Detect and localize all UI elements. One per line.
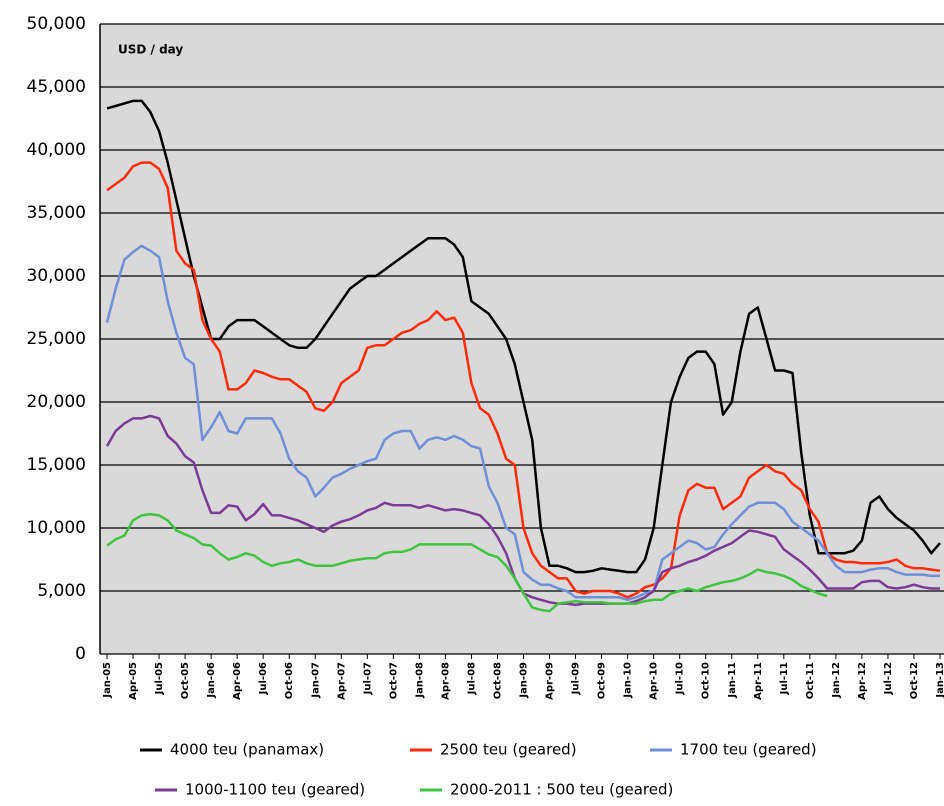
x-tick-label: Apr-10: [649, 662, 660, 700]
x-tick-label: Oct-06: [284, 662, 295, 699]
x-tick-label: Jul-10: [675, 662, 686, 695]
y-tick-label: 40,000: [27, 140, 86, 160]
x-tick-label: Oct-09: [597, 662, 608, 699]
x-tick-label: Oct-11: [805, 662, 816, 699]
x-tick-label: Apr-08: [440, 662, 451, 700]
x-tick-label: Apr-07: [336, 662, 347, 700]
y-tick-label: 25,000: [27, 329, 86, 349]
x-tick-label: Oct-05: [180, 662, 191, 699]
x-tick-label: Oct-08: [492, 662, 503, 699]
unit-annotation: USD / day: [118, 43, 183, 57]
y-tick-label: 45,000: [27, 77, 86, 97]
series-line: [106, 99, 941, 574]
x-tick-label: Jan-05: [102, 662, 113, 699]
x-tick-label: Jul-07: [362, 662, 373, 695]
y-tick-label: 10,000: [27, 518, 86, 538]
x-tick-label: Jul-05: [154, 662, 165, 695]
legend-label: 2500 teu (geared): [440, 741, 577, 759]
legend-label: 4000 teu (panamax): [170, 741, 324, 759]
x-tick-label: Apr-11: [753, 662, 764, 700]
y-tick-label: 15,000: [27, 455, 86, 475]
series-line: [106, 512, 828, 613]
y-tick-label: 30,000: [27, 266, 86, 286]
x-tick-label: Jan-13: [935, 662, 944, 699]
x-tick-label: Jan-06: [206, 662, 217, 699]
x-tick-label: Jan-07: [310, 662, 321, 699]
x-tick-label: Jan-08: [414, 662, 425, 699]
legend-label: 2000-2011 : 500 teu (geared): [450, 781, 673, 799]
legend-label: 1000-1100 teu (geared): [185, 781, 365, 799]
series-line: [105, 244, 940, 602]
x-tick-label: Jul-12: [883, 662, 894, 695]
y-tick-label: 35,000: [27, 203, 86, 223]
y-tick-label: 50,000: [27, 14, 86, 34]
x-tick-label: Apr-05: [128, 662, 139, 700]
x-tick-label: Jul-06: [258, 662, 269, 695]
x-tick-label: Jul-08: [466, 662, 477, 695]
y-tick-label: 0: [75, 644, 86, 664]
x-tick-label: Jan-09: [519, 662, 530, 699]
x-tick-label: Oct-10: [701, 662, 712, 699]
x-tick-label: Apr-09: [545, 662, 556, 700]
x-tick-label: Jul-11: [779, 662, 790, 695]
y-tick-label: 5,000: [37, 581, 86, 601]
x-tick-label: Apr-06: [232, 662, 243, 700]
x-tick-label: Jan-11: [727, 662, 738, 699]
x-tick-label: Jul-09: [571, 662, 582, 695]
y-tick-label: 20,000: [27, 392, 86, 412]
x-tick-label: Oct-07: [388, 662, 399, 699]
x-tick-label: Jan-10: [623, 662, 634, 699]
x-tick-label: Apr-12: [857, 662, 868, 700]
x-tick-label: Jan-12: [831, 662, 842, 699]
legend-label: 1700 teu (geared): [680, 741, 817, 759]
series-line: [106, 161, 941, 599]
x-tick-label: Oct-12: [909, 662, 920, 699]
